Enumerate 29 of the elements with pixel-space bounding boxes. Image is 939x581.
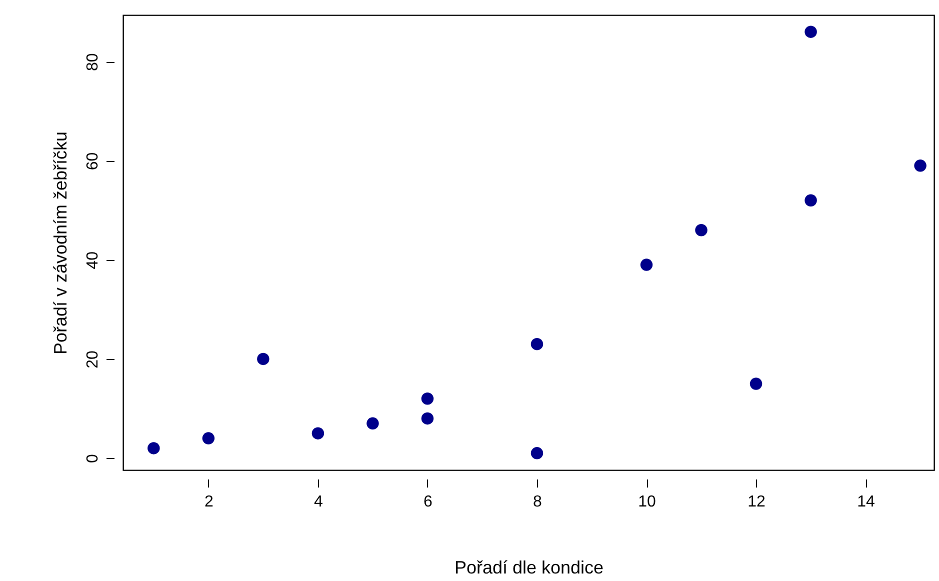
point (750, 378, 762, 390)
x-tick-label: 12 (748, 494, 766, 510)
point (202, 432, 215, 444)
point (914, 160, 926, 172)
y-tick-label: 0 (84, 454, 102, 464)
x-tick-label: 14 (857, 494, 876, 510)
y-tick-label: 20 (84, 350, 102, 368)
point (530, 338, 544, 350)
point (366, 417, 379, 430)
point (640, 258, 653, 271)
x-axis-title: Pořadí dle kondice (454, 558, 604, 578)
point (530, 447, 544, 460)
x-tick-label: 4 (314, 494, 323, 510)
point (421, 392, 434, 405)
x-tick-label: 8 (533, 494, 542, 510)
y-tick-label: 80 (84, 53, 102, 71)
x-tick-label: 10 (638, 494, 656, 510)
x-tick-label: 2 (204, 494, 214, 510)
point (312, 427, 324, 440)
y-axis-title: Pořadí v závodním žebříčku (50, 131, 70, 355)
y-tick-label: 60 (84, 152, 102, 170)
point (148, 442, 160, 454)
point (421, 412, 434, 425)
point (804, 26, 817, 38)
x-tick-label: 6 (424, 494, 433, 510)
point (257, 352, 270, 366)
point (804, 194, 817, 206)
y-tick-label: 40 (84, 251, 102, 270)
point (695, 224, 708, 236)
